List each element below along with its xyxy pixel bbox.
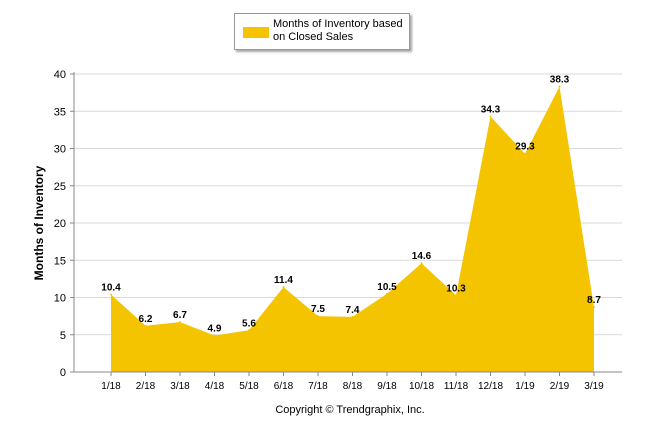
y-tick-label: 30 — [54, 144, 66, 156]
data-label-3/19: 8.7 — [587, 295, 601, 306]
axes: 0 5 10 15 20 25 30 35 40 1/18 2/18 3/18 4/18 5/18 6/18… — [54, 69, 622, 392]
y-tick-label: 5 — [60, 330, 66, 342]
x-tick-label: 6/18 — [274, 381, 294, 392]
data-label-1/18: 10.4 — [101, 283, 121, 294]
x-tick-label: 5/18 — [239, 381, 259, 392]
data-point-10/18 — [420, 262, 423, 265]
area-fill — [111, 86, 594, 372]
data-label-5/18: 5.6 — [242, 318, 256, 329]
data-point-4/18 — [213, 334, 216, 337]
data-label-1/19: 29.3 — [515, 142, 535, 153]
x-tick-label: 12/18 — [478, 381, 503, 392]
data-point-2/18 — [144, 324, 147, 327]
legend-label: Months of Inventory based on Closed Sale… — [273, 18, 403, 43]
y-tick-label: 20 — [54, 218, 66, 230]
y-tick-label: 35 — [54, 106, 66, 118]
data-label-7/18: 7.5 — [311, 304, 325, 315]
data-point-6/18 — [282, 286, 285, 289]
x-tick-label: 2/18 — [136, 381, 156, 392]
y-axis-title: Months of Inventory — [32, 165, 46, 280]
data-point-12/18 — [489, 115, 492, 118]
data-point-8/18 — [351, 315, 354, 318]
data-labels: 10.4 6.2 6.7 4.9 5.6 11.4 7.5 7.4 10.5 14.6 10.3 34… — [101, 75, 601, 335]
data-point-2/19 — [558, 85, 561, 88]
data-label-10/18: 14.6 — [412, 251, 432, 262]
x-tick-label: 8/18 — [343, 381, 363, 392]
x-tick-label: 10/18 — [409, 381, 434, 392]
x-tick-label: 7/18 — [308, 381, 328, 392]
x-tick-label: 1/18 — [101, 381, 121, 392]
area-series — [110, 85, 595, 372]
x-tick-label: 4/18 — [205, 381, 225, 392]
x-tick-label: 9/18 — [377, 381, 397, 392]
copyright-text: Copyright © Trendgraphix, Inc. — [275, 404, 424, 416]
y-tick-label: 40 — [54, 69, 66, 81]
x-tick-label: 2/19 — [550, 381, 570, 392]
x-tick-label: 3/19 — [584, 381, 604, 392]
data-label-9/18: 10.5 — [377, 282, 397, 293]
data-point-5/18 — [248, 329, 250, 332]
x-tick-label: 1/19 — [515, 381, 535, 392]
y-tick-label: 0 — [60, 367, 66, 379]
data-label-2/18: 6.2 — [139, 314, 153, 325]
y-tick-label: 15 — [54, 255, 66, 267]
data-label-6/18: 11.4 — [274, 275, 293, 286]
data-label-3/18: 6.7 — [173, 310, 187, 321]
data-label-4/18: 4.9 — [208, 323, 222, 334]
x-tick-label: 3/18 — [170, 381, 190, 392]
data-point-1/18 — [110, 293, 112, 296]
data-point-3/18 — [179, 321, 181, 324]
data-point-9/18 — [386, 292, 388, 295]
data-point-3/19 — [593, 306, 595, 309]
data-point-7/18 — [317, 315, 319, 318]
data-point-1/19 — [524, 152, 526, 155]
data-label-2/19: 38.3 — [550, 75, 570, 86]
y-tick-label: 10 — [54, 293, 66, 305]
legend-swatch — [243, 27, 269, 38]
y-tick-label: 25 — [54, 181, 66, 193]
data-label-12/18: 34.3 — [481, 104, 501, 115]
gridlines — [74, 73, 622, 336]
data-point-11/18 — [455, 294, 457, 297]
data-label-8/18: 7.4 — [346, 305, 360, 316]
x-tick-label: 11/18 — [444, 381, 469, 392]
data-label-11/18: 10.3 — [446, 283, 466, 294]
legend: Months of Inventory based on Closed Sale… — [234, 13, 410, 50]
